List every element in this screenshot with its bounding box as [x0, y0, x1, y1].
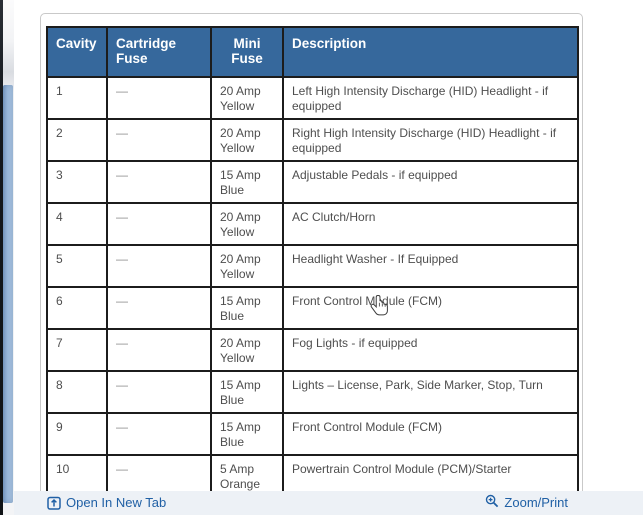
- header-mini-fuse: Mini Fuse: [210, 26, 284, 78]
- mini-fuse-cell: 15 Amp Blue: [210, 286, 284, 330]
- cartridge-fuse-cell: —: [106, 412, 212, 456]
- description-cell: AC Clutch/Horn: [282, 202, 579, 246]
- mini-fuse-cell: 15 Amp Blue: [210, 370, 284, 414]
- mini-fuse-cell: 20 Amp Yellow: [210, 202, 284, 246]
- table-row: 2 — 20 Amp Yellow Right High Intensity D…: [46, 118, 579, 162]
- cartridge-fuse-cell: —: [106, 160, 212, 204]
- mini-fuse-cell: 20 Amp Yellow: [210, 244, 284, 288]
- description-cell: Front Control Module (FCM): [282, 412, 579, 456]
- zoom-print-label: Zoom/Print: [504, 495, 568, 510]
- cavity-cell: 6: [46, 286, 108, 330]
- mini-fuse-cell: 20 Amp Yellow: [210, 328, 284, 372]
- header-description-label: Description: [292, 36, 367, 51]
- vertical-scrollbar-thumb[interactable]: [3, 85, 13, 503]
- table-header-row: Cavity Cartridge Fuse Mini Fuse Descript…: [46, 26, 579, 78]
- mini-fuse-cell: 15 Amp Blue: [210, 412, 284, 456]
- cavity-cell: 2: [46, 118, 108, 162]
- description-cell: Right High Intensity Discharge (HID) Hea…: [282, 118, 579, 162]
- description-cell: Left High Intensity Discharge (HID) Head…: [282, 76, 579, 120]
- mini-fuse-cell: 5 Amp Orange: [210, 454, 284, 498]
- mini-fuse-cell: 20 Amp Yellow: [210, 118, 284, 162]
- description-cell: Front Control Module (FCM): [282, 286, 579, 330]
- mini-fuse-cell: 15 Amp Blue: [210, 160, 284, 204]
- cavity-cell: 1: [46, 76, 108, 120]
- header-mini-fuse-label: Mini Fuse: [231, 36, 263, 66]
- fuse-table: Cavity Cartridge Fuse Mini Fuse Descript…: [46, 26, 579, 498]
- description-cell: Headlight Washer - If Equipped: [282, 244, 579, 288]
- cavity-cell: 7: [46, 328, 108, 372]
- open-in-new-tab-icon: [47, 496, 61, 510]
- cartridge-fuse-cell: —: [106, 454, 212, 498]
- cartridge-fuse-cell: —: [106, 370, 212, 414]
- cavity-cell: 9: [46, 412, 108, 456]
- zoom-in-icon: [485, 494, 499, 508]
- header-cavity-label: Cavity: [56, 36, 97, 51]
- cavity-cell: 5: [46, 244, 108, 288]
- cavity-cell: 4: [46, 202, 108, 246]
- table-row: 4 — 20 Amp Yellow AC Clutch/Horn: [46, 202, 579, 246]
- cartridge-fuse-cell: —: [106, 328, 212, 372]
- open-in-new-tab-link[interactable]: Open In New Tab: [47, 495, 166, 510]
- cartridge-fuse-cell: —: [106, 118, 212, 162]
- table-row: 5 — 20 Amp Yellow Headlight Washer - If …: [46, 244, 579, 288]
- cartridge-fuse-cell: —: [106, 76, 212, 120]
- header-cartridge-fuse-label: Cartridge Fuse: [116, 36, 177, 66]
- open-in-new-tab-label: Open In New Tab: [66, 495, 167, 510]
- header-cartridge-fuse: Cartridge Fuse: [106, 26, 212, 78]
- fuse-table-body: 1 — 20 Amp Yellow Left High Intensity Di…: [46, 76, 579, 498]
- table-row: 1 — 20 Amp Yellow Left High Intensity Di…: [46, 76, 579, 120]
- description-cell: Fog Lights - if equipped: [282, 328, 579, 372]
- window-left-edge: [0, 0, 3, 515]
- cartridge-fuse-cell: —: [106, 286, 212, 330]
- description-cell: Lights – License, Park, Side Marker, Sto…: [282, 370, 579, 414]
- cartridge-fuse-cell: —: [106, 202, 212, 246]
- description-cell: Adjustable Pedals - if equipped: [282, 160, 579, 204]
- table-row: 6 — 15 Amp Blue Front Control Module (FC…: [46, 286, 579, 330]
- header-cavity: Cavity: [46, 26, 108, 78]
- header-description: Description: [282, 26, 579, 78]
- zoom-print-link[interactable]: Zoom/Print: [485, 494, 568, 510]
- mini-fuse-cell: 20 Amp Yellow: [210, 76, 284, 120]
- table-row: 8 — 15 Amp Blue Lights – License, Park, …: [46, 370, 579, 414]
- table-row: 10 — 5 Amp Orange Powertrain Control Mod…: [46, 454, 579, 498]
- cavity-cell: 10: [46, 454, 108, 498]
- table-row: 3 — 15 Amp Blue Adjustable Pedals - if e…: [46, 160, 579, 204]
- description-cell: Powertrain Control Module (PCM)/Starter: [282, 454, 579, 498]
- cavity-cell: 3: [46, 160, 108, 204]
- table-row: 9 — 15 Amp Blue Front Control Module (FC…: [46, 412, 579, 456]
- cartridge-fuse-cell: —: [106, 244, 212, 288]
- cavity-cell: 8: [46, 370, 108, 414]
- viewer-footer-bar: [14, 491, 643, 515]
- table-row: 7 — 20 Amp Yellow Fog Lights - if equipp…: [46, 328, 579, 372]
